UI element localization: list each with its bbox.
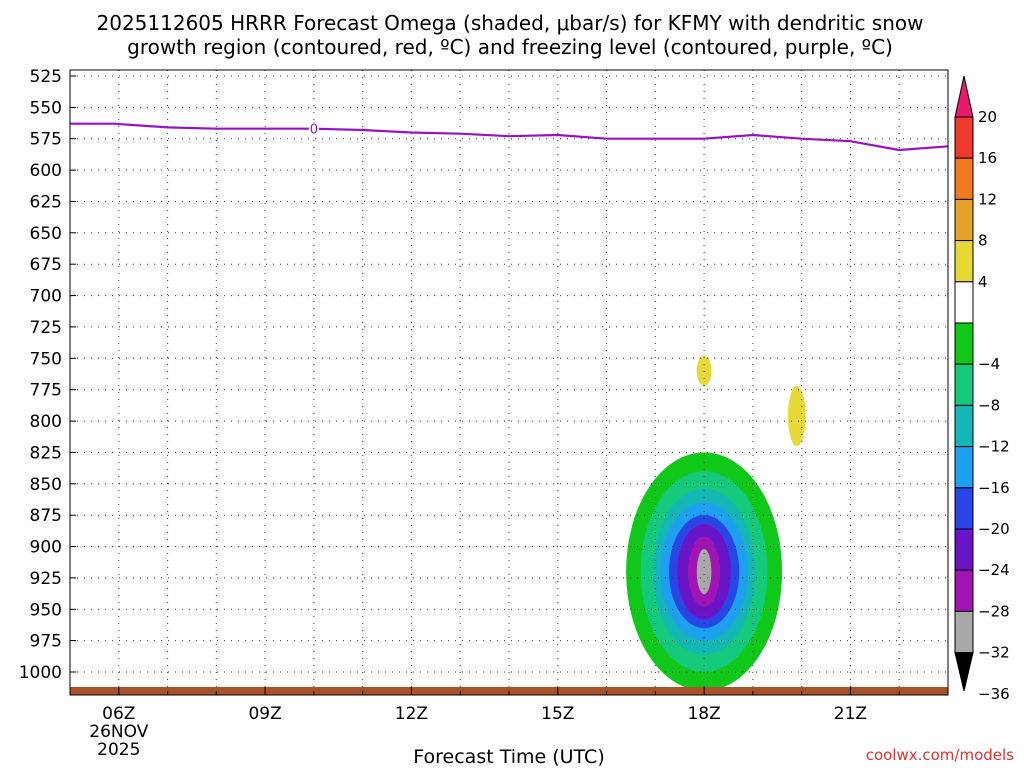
y-tick-label-850: 850 — [30, 475, 62, 495]
colorbar-bin-1 — [954, 116, 974, 159]
colorbar-label: 12 — [978, 190, 997, 208]
colorbar-label: 4 — [978, 273, 988, 291]
colorbar-bin-10 — [954, 487, 974, 530]
colorbar-bin-3 — [954, 198, 974, 242]
colorbar-bin-8 — [954, 404, 974, 448]
x-tick-year: 2025 — [97, 740, 140, 760]
y-tick-label-650: 650 — [30, 224, 62, 244]
y-axis: 525 550 575 600 625 650 675 700 725 750 775 800 825 8… — [19, 67, 76, 683]
x-tick-label-21Z: 21Z — [834, 704, 867, 724]
colorbar-label: −36 — [978, 685, 1010, 703]
y-tick-label-900: 900 — [30, 538, 62, 558]
colorbar-label: −20 — [978, 520, 1010, 538]
freezing-level-line — [70, 122, 948, 152]
colorbar-bin-6 — [954, 322, 974, 365]
y-tick-label-800: 800 — [30, 412, 62, 432]
omega-region-1 — [833, 70, 858, 119]
y-tick-label-625: 625 — [30, 193, 62, 213]
x-tick-label-12Z: 12Z — [395, 704, 428, 724]
y-tick-label-1000: 1000 — [19, 663, 62, 683]
omega-region-5 — [158, 606, 177, 645]
x-axis-label: Forecast Time (UTC) — [413, 746, 604, 768]
omega-region-6 — [872, 349, 936, 493]
omega-region-4 — [788, 385, 806, 447]
y-tick-label-875: 875 — [30, 506, 62, 526]
colorbar-bottom-arrow — [954, 652, 974, 692]
y-tick-label-775: 775 — [30, 381, 62, 401]
colorbar-label: −16 — [978, 479, 1010, 497]
freezing-level-label: 0 — [310, 123, 318, 138]
freezing-level-contour: 0 — [70, 120, 948, 152]
omega-region-3 — [696, 355, 712, 386]
chart-title-line-1: 2025112605 HRRR Forecast Omega (shaded, … — [97, 11, 924, 35]
x-tick-label-09Z: 09Z — [248, 704, 281, 724]
colorbar-label: 20 — [978, 108, 997, 126]
x-tick-label-18Z: 18Z — [687, 704, 720, 724]
colorbar-bin-4 — [954, 240, 974, 283]
colorbar-bin-9 — [954, 446, 974, 489]
colorbar-label: 8 — [978, 232, 988, 250]
colorbar-bin-2 — [954, 157, 974, 200]
colorbar-label: −28 — [978, 602, 1010, 620]
y-tick-label-950: 950 — [30, 600, 62, 620]
y-tick-label-975: 975 — [30, 632, 62, 652]
omega-shading — [158, 70, 936, 695]
colorbar-label: −4 — [978, 355, 1000, 373]
omega-region-15 — [696, 549, 712, 595]
y-tick-label-550: 550 — [30, 98, 62, 118]
credit-text: coolwx.com/models — [866, 746, 1014, 764]
colorbar: 20 16 12 8 4 −4 −8 −12 −16 −20 −24 −28 −32 −36 — [954, 75, 1010, 703]
colorbar-label: −24 — [978, 561, 1010, 579]
x-tick-label-06Z: 06Z — [102, 704, 135, 724]
freezing-label-bg — [308, 120, 319, 136]
y-tick-label-700: 700 — [30, 287, 62, 307]
y-tick-label-725: 725 — [30, 318, 62, 338]
colorbar-bin-5 — [954, 281, 974, 324]
colorbar-label: −12 — [978, 438, 1010, 456]
y-tick-label-675: 675 — [30, 255, 62, 275]
x-tick-label-15Z: 15Z — [541, 704, 574, 724]
colorbar-bin-12 — [954, 569, 974, 612]
colorbar-bin-7 — [954, 363, 974, 406]
y-tick-label-600: 600 — [30, 161, 62, 181]
y-tick-label-575: 575 — [30, 130, 62, 150]
y-tick-label-825: 825 — [30, 443, 62, 463]
chart-title-line-2: growth region (contoured, red, ºC) and f… — [127, 35, 893, 59]
y-tick-label-750: 750 — [30, 349, 62, 369]
y-tick-label-925: 925 — [30, 569, 62, 589]
x-tick-date: 26NOV — [89, 722, 148, 742]
colorbar-label: −32 — [978, 644, 1010, 662]
colorbar-label: 16 — [978, 149, 997, 167]
colorbar-label: −8 — [978, 396, 1000, 414]
colorbar-bin-13 — [954, 610, 974, 654]
y-tick-label-525: 525 — [30, 67, 62, 87]
colorbar-bin-11 — [954, 528, 974, 571]
